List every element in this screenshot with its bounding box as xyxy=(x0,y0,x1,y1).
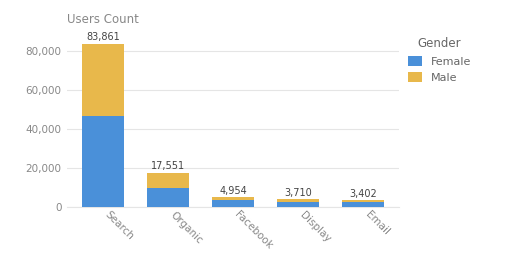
Text: 17,551: 17,551 xyxy=(151,161,185,171)
Text: 3,402: 3,402 xyxy=(349,188,377,198)
Bar xyxy=(212,197,254,200)
Bar xyxy=(277,200,319,202)
Bar xyxy=(147,188,189,207)
Text: 4,954: 4,954 xyxy=(219,186,247,196)
Bar xyxy=(277,202,319,207)
Bar xyxy=(82,116,124,207)
Bar xyxy=(82,44,124,116)
Legend: Female, Male: Female, Male xyxy=(408,37,471,83)
Text: 3,710: 3,710 xyxy=(284,188,312,198)
Bar xyxy=(342,200,384,202)
Bar xyxy=(342,202,384,207)
Bar xyxy=(212,200,254,207)
Bar xyxy=(147,173,189,188)
Text: 83,861: 83,861 xyxy=(86,32,120,42)
Text: Users Count: Users Count xyxy=(67,14,138,26)
